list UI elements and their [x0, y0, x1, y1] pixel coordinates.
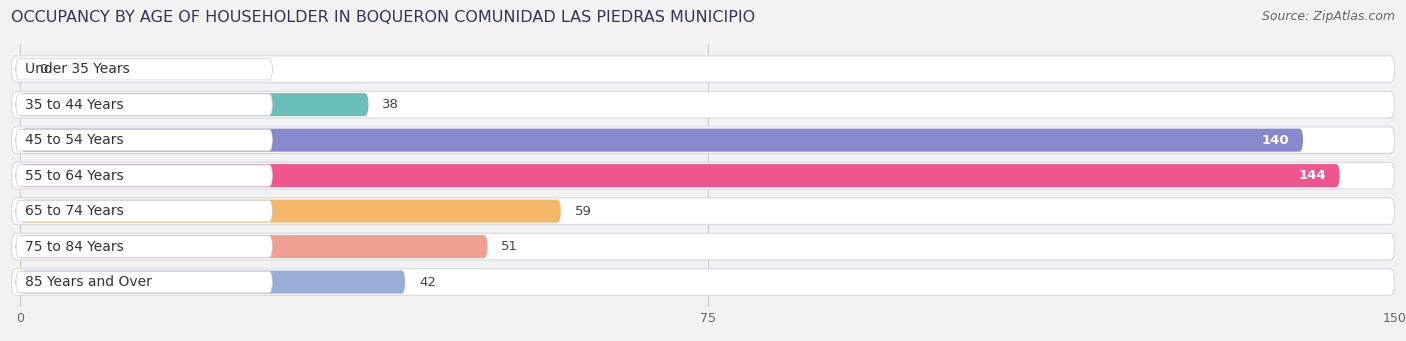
Text: 35 to 44 Years: 35 to 44 Years — [25, 98, 124, 112]
FancyBboxPatch shape — [11, 127, 1395, 153]
Text: 55 to 64 Years: 55 to 64 Years — [25, 168, 124, 183]
FancyBboxPatch shape — [11, 56, 1395, 83]
FancyBboxPatch shape — [15, 94, 273, 116]
Text: 65 to 74 Years: 65 to 74 Years — [25, 204, 124, 218]
Text: 75 to 84 Years: 75 to 84 Years — [25, 240, 124, 254]
FancyBboxPatch shape — [21, 270, 405, 294]
FancyBboxPatch shape — [11, 198, 1395, 224]
Text: Source: ZipAtlas.com: Source: ZipAtlas.com — [1261, 10, 1395, 23]
Text: 38: 38 — [382, 98, 399, 111]
Text: 0: 0 — [39, 63, 48, 76]
FancyBboxPatch shape — [15, 271, 273, 293]
FancyBboxPatch shape — [15, 165, 273, 187]
FancyBboxPatch shape — [21, 129, 1303, 152]
Text: 51: 51 — [502, 240, 519, 253]
Text: 42: 42 — [419, 276, 436, 288]
Text: 59: 59 — [575, 205, 592, 218]
Text: OCCUPANCY BY AGE OF HOUSEHOLDER IN BOQUERON COMUNIDAD LAS PIEDRAS MUNICIPIO: OCCUPANCY BY AGE OF HOUSEHOLDER IN BOQUE… — [11, 10, 755, 25]
Text: 85 Years and Over: 85 Years and Over — [25, 275, 152, 289]
FancyBboxPatch shape — [21, 164, 1340, 187]
Text: 45 to 54 Years: 45 to 54 Years — [25, 133, 124, 147]
FancyBboxPatch shape — [15, 236, 273, 257]
FancyBboxPatch shape — [15, 129, 273, 151]
FancyBboxPatch shape — [11, 269, 1395, 295]
FancyBboxPatch shape — [21, 235, 488, 258]
FancyBboxPatch shape — [21, 199, 561, 223]
FancyBboxPatch shape — [15, 200, 273, 222]
FancyBboxPatch shape — [11, 233, 1395, 260]
FancyBboxPatch shape — [11, 91, 1395, 118]
Text: 140: 140 — [1261, 134, 1289, 147]
FancyBboxPatch shape — [21, 93, 368, 116]
Text: Under 35 Years: Under 35 Years — [25, 62, 129, 76]
Text: 144: 144 — [1298, 169, 1326, 182]
FancyBboxPatch shape — [15, 58, 273, 80]
FancyBboxPatch shape — [11, 162, 1395, 189]
